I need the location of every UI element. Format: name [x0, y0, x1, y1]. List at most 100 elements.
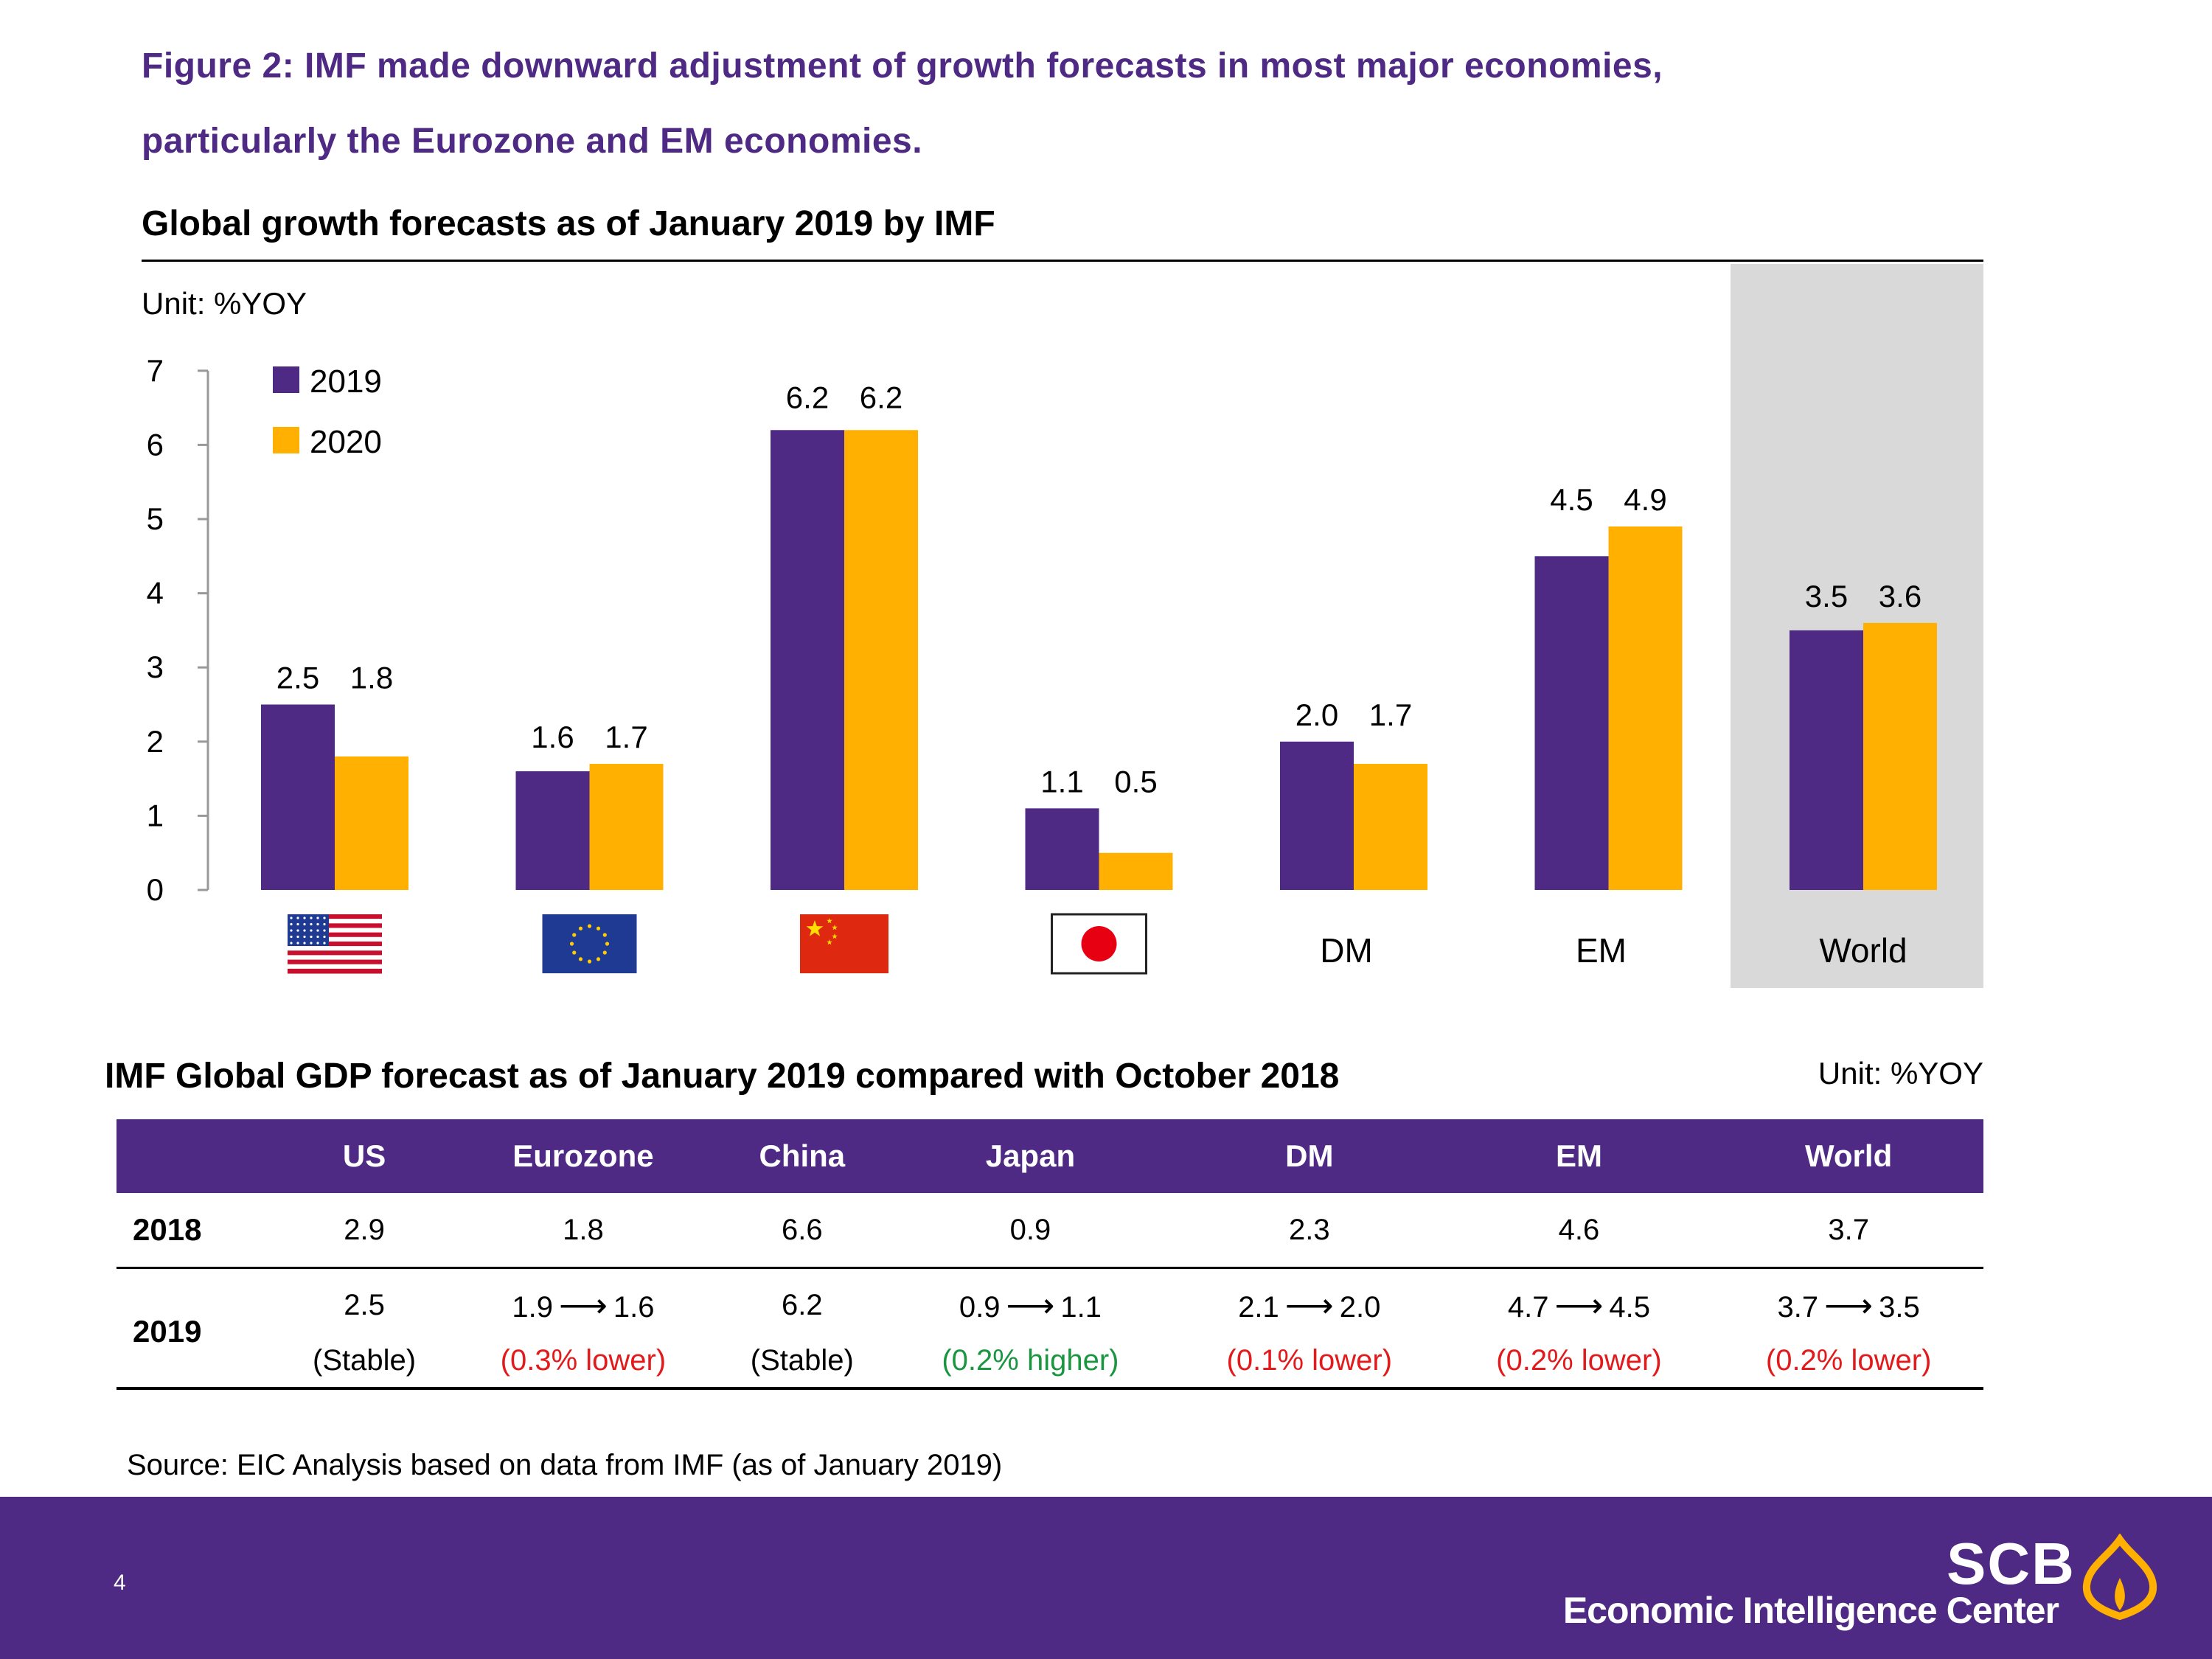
data-label-2020-world: 3.6 — [1879, 579, 1921, 613]
legend-swatch-2020 — [273, 427, 299, 453]
gdp-forecast-table: US Eurozone China Japan DM EM World 2018… — [116, 1119, 1983, 1390]
bar-2019-china — [771, 430, 844, 890]
note-2019-japan: (0.2% higher) — [886, 1334, 1175, 1390]
arrow-right-icon: ⟶ — [1554, 1286, 1604, 1324]
data-label-2019-world: 3.5 — [1805, 579, 1848, 613]
cell-2019-japan: 0.9 ⟶ 1.1 — [886, 1268, 1175, 1335]
value-to: 1.6 — [613, 1291, 655, 1324]
y-tick-label: 5 — [147, 501, 164, 536]
y-tick-label: 0 — [147, 872, 164, 907]
value-from: 1.9 — [512, 1291, 553, 1324]
y-tick-label: 1 — [147, 798, 164, 832]
cell-2019-eurozone: 1.9 ⟶ 1.6 — [448, 1268, 718, 1335]
source-note: Source: EIC Analysis based on data from … — [127, 1449, 1003, 1481]
header-eurozone: Eurozone — [512, 1138, 654, 1173]
note-2019-us: (Stable) — [280, 1334, 449, 1390]
bar-2019-world — [1790, 630, 1863, 890]
y-tick-label: 2 — [147, 724, 164, 759]
category-labels-group: DM EM World — [288, 913, 1907, 975]
row-label-2019: 2019 — [116, 1267, 280, 1390]
header-world: World — [1805, 1138, 1893, 1173]
y-tick-label: 7 — [147, 353, 164, 388]
header-china: China — [759, 1138, 846, 1173]
value-to: 2.0 — [1339, 1291, 1381, 1324]
bar-2020-china — [844, 430, 918, 890]
y-tick-label: 4 — [147, 576, 164, 611]
value-from: 4.7 — [1507, 1291, 1549, 1324]
figure-title-line2: particularly the Eurozone and EM economi… — [142, 122, 923, 161]
unit-label: Unit: %YOY — [142, 286, 307, 321]
table-header-row: US Eurozone China Japan DM EM World — [116, 1119, 1983, 1193]
bar-2019-japan — [1025, 808, 1099, 890]
y-tick-label: 6 — [147, 427, 164, 462]
note-2019-china: (Stable) — [717, 1334, 886, 1390]
cell-2018-em: 4.6 — [1444, 1193, 1714, 1269]
table-row-2019-notes: (Stable) (0.3% lower) (Stable) (0.2% higher… — [116, 1334, 1983, 1390]
legend-label-2020: 2020 — [310, 424, 382, 460]
bars-group — [261, 430, 1937, 890]
note-2019-dm: (0.1% lower) — [1174, 1334, 1444, 1390]
row-label-2018: 2018 — [116, 1193, 280, 1269]
page-number: 4 — [114, 1571, 126, 1595]
data-label-2020-em: 4.9 — [1624, 482, 1666, 517]
brand-scb: SCB — [1947, 1531, 2076, 1596]
bar-2019-us — [261, 704, 335, 890]
data-label-2020-japan: 0.5 — [1114, 764, 1157, 799]
header-us: US — [342, 1138, 386, 1173]
table-row-2019-values: 2019 2.5 1.9 ⟶ 1.6 6.2 0.9 ⟶ 1.1 2.1 ⟶ 2.0 4.7 ⟶ 4.5 3… — [116, 1267, 1983, 1390]
footer-bar — [0, 1497, 2212, 1659]
y-axis: 0 1 2 3 4 5 6 7 — [147, 353, 209, 907]
data-label-2019-eurozone: 1.6 — [531, 720, 574, 754]
data-label-2020-eurozone: 1.7 — [605, 720, 647, 754]
bar-2020-eurozone — [589, 763, 664, 890]
value-from: 0.9 — [959, 1291, 1001, 1324]
legend: 2019 2020 — [273, 364, 382, 460]
data-labels-group: 2.5 1.8 1.6 1.7 6.2 6.2 1.1 0.5 2.0 1.7 4.5 4.9 3.5 3… — [276, 380, 1921, 799]
bar-2020-japan — [1099, 852, 1173, 890]
data-label-2020-us: 1.8 — [350, 661, 393, 695]
data-label-2019-em: 4.5 — [1550, 482, 1593, 517]
header-dm: DM — [1285, 1138, 1334, 1173]
value-from: 3.7 — [1777, 1291, 1819, 1324]
note-2019-world: (0.2% lower) — [1714, 1334, 1983, 1390]
data-label-2019-china: 6.2 — [786, 380, 829, 414]
bar-2020-us — [335, 756, 408, 890]
us-flag-icon — [288, 914, 382, 974]
data-label-2020-dm: 1.7 — [1369, 698, 1412, 732]
cell-2019-us: 2.5 — [344, 1288, 385, 1321]
arrow-right-icon: ⟶ — [558, 1286, 608, 1324]
cell-2019-world: 3.7 ⟶ 3.5 — [1714, 1268, 1983, 1335]
value-to: 1.1 — [1060, 1291, 1102, 1324]
legend-label-2019: 2019 — [310, 364, 382, 400]
eu-flag-icon — [542, 914, 637, 973]
value-to: 3.5 — [1879, 1291, 1920, 1324]
value-from: 2.1 — [1238, 1291, 1279, 1324]
category-label-em: EM — [1576, 931, 1627, 970]
arrow-right-icon: ⟶ — [1006, 1286, 1055, 1324]
table-row-2018: 2018 2.9 1.8 6.6 0.9 2.3 4.6 3.7 — [116, 1193, 1983, 1269]
legend-swatch-2019 — [273, 366, 299, 393]
cell-2018-eurozone: 1.8 — [448, 1193, 718, 1269]
data-label-2019-japan: 1.1 — [1040, 764, 1083, 799]
category-label-dm: DM — [1320, 931, 1373, 970]
cell-2018-dm: 2.3 — [1174, 1193, 1444, 1269]
bar-2019-em — [1534, 556, 1609, 890]
scb-logo-icon — [2082, 1534, 2157, 1621]
value-to: 4.5 — [1609, 1291, 1651, 1324]
note-2019-eurozone: (0.3% lower) — [448, 1334, 718, 1390]
arrow-right-icon: ⟶ — [1284, 1286, 1334, 1324]
table-unit: Unit: %YOY — [1818, 1056, 1983, 1091]
header-blank — [116, 1119, 280, 1193]
header-em: EM — [1555, 1138, 1602, 1173]
cell-2019-china: 6.2 — [782, 1288, 823, 1321]
bar-2020-dm — [1354, 763, 1427, 890]
figure-title-line1: Figure 2: IMF made downward adjustment o… — [142, 46, 1663, 86]
cell-2018-japan: 0.9 — [886, 1193, 1175, 1269]
y-tick-label: 3 — [147, 650, 164, 684]
arrow-right-icon: ⟶ — [1824, 1286, 1874, 1324]
data-label-2019-dm: 2.0 — [1295, 698, 1338, 732]
header-japan: Japan — [985, 1138, 1076, 1173]
cell-2018-world: 3.7 — [1714, 1193, 1983, 1269]
note-2019-em: (0.2% lower) — [1444, 1334, 1714, 1390]
table-title: IMF Global GDP forecast as of January 20… — [105, 1057, 1340, 1096]
